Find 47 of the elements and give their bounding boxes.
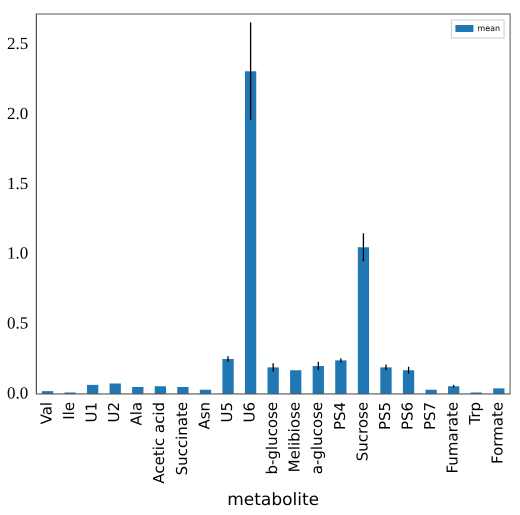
x-tick-label: Fumarate xyxy=(444,402,462,474)
x-tick-label: PS5 xyxy=(376,402,394,430)
bar xyxy=(402,370,414,394)
y-tick-label: 0.0 xyxy=(7,383,28,402)
x-tick-label: Formate xyxy=(488,402,507,464)
x-tick-label: PS4 xyxy=(330,402,349,430)
bar xyxy=(222,359,234,394)
x-tick-label: PS6 xyxy=(398,402,416,430)
x-tick-label: Asn xyxy=(195,402,214,430)
x-tick-label: Val xyxy=(37,402,56,424)
x-tick-label: Acetic acid xyxy=(150,402,168,484)
x-tick-label: Trp xyxy=(466,402,484,426)
bar xyxy=(87,384,98,394)
bar xyxy=(312,366,324,394)
x-tick-label: Sucrose xyxy=(353,402,372,462)
x-tick-label: U2 xyxy=(105,402,124,422)
x-tick-label: U1 xyxy=(82,402,101,422)
bar xyxy=(268,367,279,394)
bar xyxy=(290,370,302,394)
x-tick-label: PS7 xyxy=(421,402,440,430)
x-axis-title: metabolite xyxy=(227,490,320,510)
legend-label: mean xyxy=(477,24,500,34)
bar xyxy=(358,247,370,394)
x-tick-label: U5 xyxy=(218,402,236,422)
bar xyxy=(493,388,504,394)
bar xyxy=(448,386,460,394)
x-tick-label: Ala xyxy=(128,402,146,426)
x-tick-label: Ile xyxy=(60,402,78,420)
y-tick-label: 2.0 xyxy=(7,104,28,124)
y-tick-label: 1.0 xyxy=(7,244,28,263)
bar xyxy=(110,383,121,394)
bar xyxy=(200,390,212,394)
x-tick-label: U6 xyxy=(240,402,258,422)
bar xyxy=(132,386,144,394)
bar xyxy=(425,390,437,394)
x-tick-label: Succinate xyxy=(172,402,191,476)
bar xyxy=(177,386,189,394)
bar xyxy=(154,386,166,394)
y-tick-label: 1.5 xyxy=(7,174,28,193)
bar xyxy=(335,360,347,394)
x-tick-label: b-glucose xyxy=(263,402,282,475)
x-tick-label: a-glucose xyxy=(308,402,326,474)
y-tick-label: 2.5 xyxy=(7,34,28,54)
bar xyxy=(380,367,392,394)
y-tick-label: 0.5 xyxy=(7,314,28,333)
bar xyxy=(244,71,256,394)
x-tick-label: Melibiose xyxy=(286,402,304,472)
